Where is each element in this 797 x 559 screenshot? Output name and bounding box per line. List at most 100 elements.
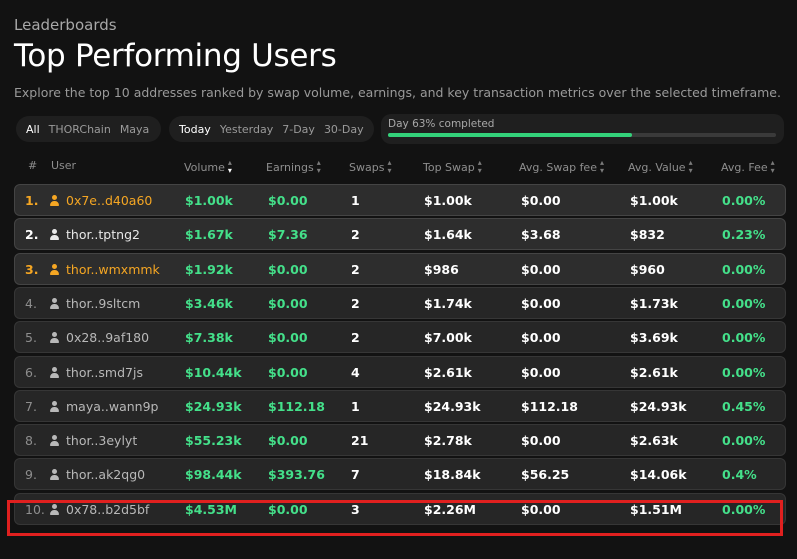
chain-filter-all[interactable]: All <box>26 122 40 136</box>
col-avg-value[interactable]: Avg. Value ▴ ▾ <box>628 158 693 175</box>
avg-swap-fee-cell: $0.00 <box>521 262 561 277</box>
user-address: 0x7e..d40a60 <box>66 193 153 208</box>
table-row[interactable]: 1. 0x7e..d40a60 $1.00k $0.00 1 $1.00k $0.00 $1.… <box>14 184 786 216</box>
earnings-cell: $112.18 <box>268 399 325 414</box>
user-address: thor..9sltcm <box>66 296 141 311</box>
avg-value-cell: $2.63k <box>630 433 678 448</box>
day-progress-track <box>388 133 776 137</box>
col-earnings[interactable]: Earnings ▴ ▾ <box>266 158 321 175</box>
avg-fee-cell: 0.23% <box>722 227 766 242</box>
user-cell[interactable]: 0x78..b2d5bf <box>49 502 149 517</box>
avg-fee-cell: 0.4% <box>722 467 757 482</box>
table-row[interactable]: 4. thor..9sltcm $3.46k $0.00 2 $1.74k $0.00 $1.… <box>14 287 786 319</box>
rank-cell: 4. <box>25 296 37 311</box>
col-avg-swap-fee[interactable]: Avg. Swap fee ▴ ▾ <box>519 158 604 175</box>
swaps-cell: 4 <box>351 365 360 380</box>
sort-icon: ▴ ▾ <box>316 158 321 175</box>
table-row[interactable]: 3. thor..wmxmmk $1.92k $0.00 2 $986 $0.00 $960 0… <box>14 253 786 285</box>
swaps-cell: 7 <box>351 467 360 482</box>
table-row[interactable]: 10. 0x78..b2d5bf $4.53M $0.00 3 $2.26M $0.00 $1… <box>14 493 786 525</box>
user-cell[interactable]: 0x7e..d40a60 <box>49 193 152 208</box>
swaps-cell: 1 <box>351 399 360 414</box>
timeframe-yesterday[interactable]: Yesterday <box>219 122 274 136</box>
avg-swap-fee-cell: $3.68 <box>521 227 561 242</box>
user-cell[interactable]: thor..3eylyt <box>49 433 137 448</box>
top-swap-cell: $1.74k <box>424 296 472 311</box>
timeframe-7day[interactable]: 7-Day <box>282 122 315 136</box>
top-swap-cell: $2.26M <box>424 502 476 517</box>
timeframe-filter: Today Yesterday 7-Day 30-Day <box>169 116 374 142</box>
swaps-cell: 3 <box>351 502 360 517</box>
table-row[interactable]: 5. 0x28..9af180 $7.38k $0.00 2 $7.00k $0.00 $3.… <box>14 321 786 353</box>
col-avg-fee[interactable]: Avg. Fee ▴ ▾ <box>721 158 775 175</box>
avg-value-cell: $3.69k <box>630 330 678 345</box>
day-progress-label: Day 63% completed <box>388 118 495 130</box>
rank-cell: 1. <box>25 193 39 208</box>
avg-value-cell: $2.61k <box>630 365 678 380</box>
user-address: thor..3eylyt <box>66 433 138 448</box>
user-icon <box>49 194 60 207</box>
col-swaps[interactable]: Swaps ▴ ▾ <box>349 158 392 175</box>
avg-swap-fee-cell: $112.18 <box>521 399 578 414</box>
chain-filter-thorchain[interactable]: THORChain <box>48 122 111 136</box>
user-address: thor..tptng2 <box>66 227 140 242</box>
user-cell[interactable]: thor..tptng2 <box>49 227 140 242</box>
col-volume[interactable]: Volume ▴ ▾ <box>184 158 232 175</box>
avg-fee-cell: 0.00% <box>722 365 766 380</box>
day-progress-fill <box>388 133 633 137</box>
avg-value-cell: $1.00k <box>630 193 678 208</box>
user-icon <box>49 434 60 447</box>
sort-icon: ▴ ▾ <box>227 158 232 175</box>
earnings-cell: $0.00 <box>268 365 308 380</box>
sort-icon: ▴ ▾ <box>477 158 482 175</box>
rank-cell: 9. <box>25 467 37 482</box>
user-cell[interactable]: maya..wann9p <box>49 399 158 414</box>
user-address: thor..wmxmmk <box>66 262 160 277</box>
avg-fee-cell: 0.00% <box>722 262 766 277</box>
user-address: thor..smd7js <box>66 365 143 380</box>
user-icon <box>49 297 60 310</box>
user-cell[interactable]: thor..9sltcm <box>49 296 140 311</box>
sort-icon: ▴ ▾ <box>770 158 775 175</box>
earnings-cell: $7.36 <box>268 227 308 242</box>
table-row[interactable]: 7. maya..wann9p $24.93k $112.18 1 $24.93k $112… <box>14 390 786 422</box>
swaps-cell: 2 <box>351 262 360 277</box>
avg-fee-cell: 0.00% <box>722 502 766 517</box>
avg-swap-fee-cell: $0.00 <box>521 193 561 208</box>
avg-value-cell: $1.73k <box>630 296 678 311</box>
earnings-cell: $0.00 <box>268 262 308 277</box>
chain-filter-maya[interactable]: Maya <box>119 122 150 136</box>
volume-cell: $7.38k <box>185 330 233 345</box>
volume-cell: $4.53M <box>185 502 237 517</box>
timeframe-30day[interactable]: 30-Day <box>323 122 364 136</box>
user-icon <box>49 263 60 276</box>
earnings-cell: $0.00 <box>268 502 308 517</box>
volume-cell: $3.46k <box>185 296 233 311</box>
top-swap-cell: $1.64k <box>424 227 472 242</box>
earnings-cell: $0.00 <box>268 433 308 448</box>
col-top-swap[interactable]: Top Swap ▴ ▾ <box>423 158 482 175</box>
page-title: Top Performing Users <box>14 38 337 74</box>
user-cell[interactable]: thor..ak2qg0 <box>49 467 145 482</box>
top-swap-cell: $7.00k <box>424 330 472 345</box>
timeframe-today[interactable]: Today <box>179 122 211 136</box>
table-row[interactable]: 9. thor..ak2qg0 $98.44k $393.76 7 $18.84k $56.… <box>14 458 786 490</box>
avg-swap-fee-cell: $0.00 <box>521 296 561 311</box>
avg-swap-fee-cell: $0.00 <box>521 433 561 448</box>
rank-cell: 2. <box>25 227 39 242</box>
user-cell[interactable]: 0x28..9af180 <box>49 330 149 345</box>
rank-cell: 3. <box>25 262 39 277</box>
swaps-cell: 2 <box>351 227 360 242</box>
table-row[interactable]: 2. thor..tptng2 $1.67k $7.36 2 $1.64k $3.68 $83… <box>14 218 786 250</box>
user-cell[interactable]: thor..wmxmmk <box>49 262 160 277</box>
user-address: maya..wann9p <box>66 399 159 414</box>
top-swap-cell: $2.61k <box>424 365 472 380</box>
user-cell[interactable]: thor..smd7js <box>49 365 143 380</box>
top-swap-cell: $2.78k <box>424 433 472 448</box>
sort-icon: ▴ ▾ <box>599 158 604 175</box>
table-row[interactable]: 6. thor..smd7js $10.44k $0.00 4 $2.61k $0.00 $2… <box>14 356 786 388</box>
table-row[interactable]: 8. thor..3eylyt $55.23k $0.00 21 $2.78k $0.00 $… <box>14 424 786 456</box>
sort-icon: ▴ ▾ <box>688 158 693 175</box>
sort-icon: ▴ ▾ <box>387 158 392 175</box>
chain-filter: All THORChain Maya <box>16 116 161 142</box>
